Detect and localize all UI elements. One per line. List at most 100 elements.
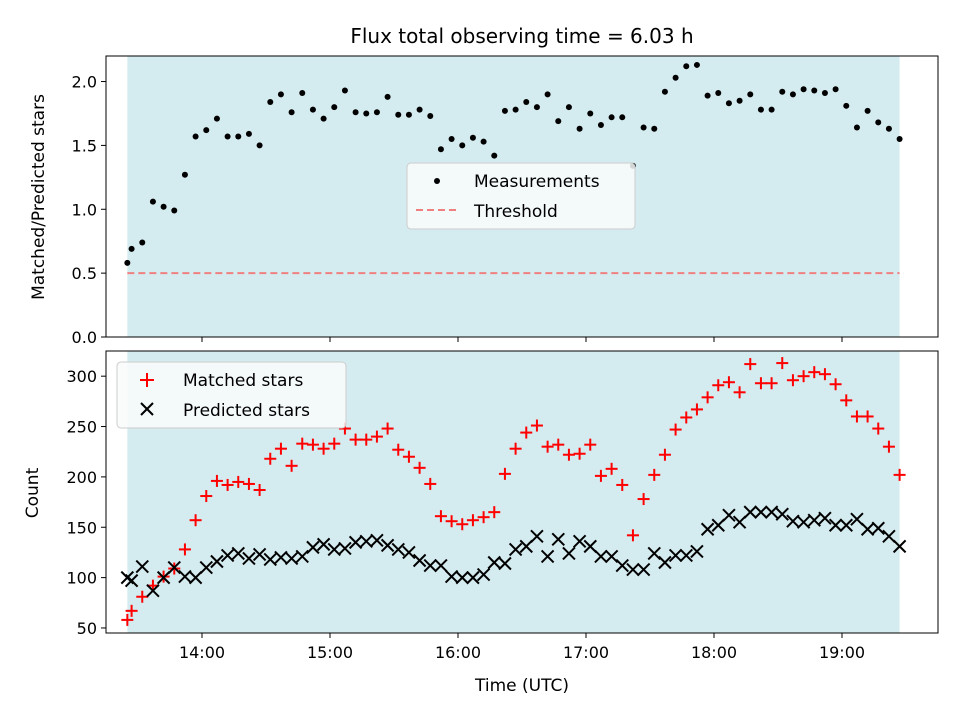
measurement-point bbox=[373, 109, 380, 116]
matched-point bbox=[882, 440, 895, 453]
predicted-point bbox=[146, 583, 160, 598]
predicted-point bbox=[316, 537, 331, 552]
matched-point bbox=[744, 358, 757, 371]
predicted-point bbox=[263, 552, 277, 567]
predicted-point bbox=[892, 539, 907, 554]
matched-point bbox=[456, 518, 469, 531]
measurement-point bbox=[331, 104, 338, 111]
matched-point bbox=[552, 438, 565, 451]
matched-point bbox=[125, 604, 138, 617]
measurement-point bbox=[491, 152, 498, 159]
matched-point bbox=[530, 419, 543, 432]
matched-point bbox=[722, 376, 735, 389]
measurement-point bbox=[235, 133, 242, 140]
predicted-point bbox=[583, 539, 597, 554]
measurement-point bbox=[811, 87, 818, 94]
predicted-point bbox=[402, 545, 416, 560]
predicted-point bbox=[434, 558, 448, 573]
predicted-point bbox=[519, 539, 533, 554]
y-tick-label: 300 bbox=[66, 367, 97, 386]
measurement-point bbox=[256, 142, 263, 149]
predicted-point bbox=[444, 569, 459, 584]
matched-point bbox=[210, 474, 223, 487]
predicted-point bbox=[722, 508, 736, 522]
matched-point bbox=[648, 468, 661, 481]
measurement-point bbox=[704, 92, 711, 99]
matched-point bbox=[136, 590, 149, 603]
legend-matched-label: Matched stars bbox=[183, 371, 303, 391]
predicted-point bbox=[668, 548, 683, 563]
measurement-point bbox=[843, 102, 850, 109]
x-tick-label: 16:00 bbox=[435, 643, 481, 662]
matched-point bbox=[701, 391, 714, 404]
measurement-point bbox=[363, 110, 370, 117]
matched-point bbox=[818, 368, 831, 381]
bottom-panel: 50 100 150 200 250 300 14:00 15:00 16:00 17:00 18… bbox=[23, 350, 939, 696]
predicted-point bbox=[498, 556, 512, 571]
measurement-point bbox=[192, 133, 199, 140]
predicted-point bbox=[380, 538, 395, 553]
x-tick-label: 18:00 bbox=[691, 643, 737, 662]
matched-point bbox=[786, 374, 799, 387]
predicted-point bbox=[295, 549, 309, 564]
predicted-point bbox=[594, 549, 608, 564]
predicted-point bbox=[796, 515, 811, 529]
predicted-point bbox=[839, 518, 853, 532]
matched-point bbox=[498, 467, 511, 480]
matched-point bbox=[242, 477, 255, 490]
measurement-point bbox=[875, 119, 882, 126]
matched-point bbox=[306, 438, 319, 451]
y-tick-label: 250 bbox=[66, 418, 97, 437]
predicted-point bbox=[466, 570, 480, 585]
bottom-x-ticks: 14:00 15:00 16:00 17:00 18:00 19:00 bbox=[179, 633, 865, 662]
matched-point bbox=[669, 423, 682, 436]
measurement-point bbox=[757, 106, 764, 113]
predicted-point bbox=[178, 569, 192, 584]
predicted-point bbox=[188, 570, 203, 585]
legend-measurements-marker bbox=[434, 178, 440, 184]
measurement-point bbox=[725, 100, 732, 107]
matched-point bbox=[178, 543, 191, 556]
measurement-point bbox=[608, 114, 615, 121]
matched-point bbox=[850, 410, 863, 423]
measurement-point bbox=[320, 115, 327, 122]
matched-point bbox=[605, 462, 618, 475]
predicted-point bbox=[882, 529, 896, 544]
predicted-point bbox=[636, 562, 651, 577]
bottom-y-axis-label: Count bbox=[23, 467, 43, 518]
predicted-point bbox=[743, 505, 757, 519]
y-tick-label: 0.5 bbox=[72, 264, 97, 283]
x-tick-label: 19:00 bbox=[819, 643, 865, 662]
predicted-point bbox=[711, 518, 725, 532]
matched-point bbox=[658, 448, 671, 461]
measurement-point bbox=[245, 130, 252, 137]
matched-point bbox=[680, 411, 693, 424]
matched-point bbox=[733, 386, 746, 399]
measurement-point bbox=[160, 203, 167, 210]
measurement-point bbox=[309, 106, 316, 113]
predicted-point bbox=[412, 553, 427, 568]
measurement-point bbox=[789, 91, 796, 98]
measurement-point bbox=[427, 113, 434, 120]
matched-point bbox=[296, 437, 309, 450]
measurement-point bbox=[683, 63, 690, 70]
measurement-point bbox=[469, 134, 476, 141]
measurement-point bbox=[853, 124, 860, 131]
measurement-point bbox=[139, 239, 146, 246]
matched-point bbox=[221, 478, 234, 491]
y-tick-label: 50 bbox=[77, 619, 97, 638]
measurement-point bbox=[288, 109, 295, 116]
predicted-point bbox=[807, 513, 821, 527]
matched-point bbox=[445, 515, 458, 528]
matched-point bbox=[232, 475, 245, 488]
measurement-point bbox=[544, 91, 551, 98]
measurement-point bbox=[896, 136, 903, 143]
predicted-point bbox=[700, 522, 715, 536]
measurement-point bbox=[640, 124, 647, 131]
predicted-point bbox=[551, 532, 565, 547]
measurement-point bbox=[619, 114, 626, 121]
predicted-point bbox=[530, 529, 544, 544]
predicted-point bbox=[562, 546, 576, 561]
measurement-point bbox=[800, 86, 807, 93]
predicted-point bbox=[359, 534, 373, 549]
